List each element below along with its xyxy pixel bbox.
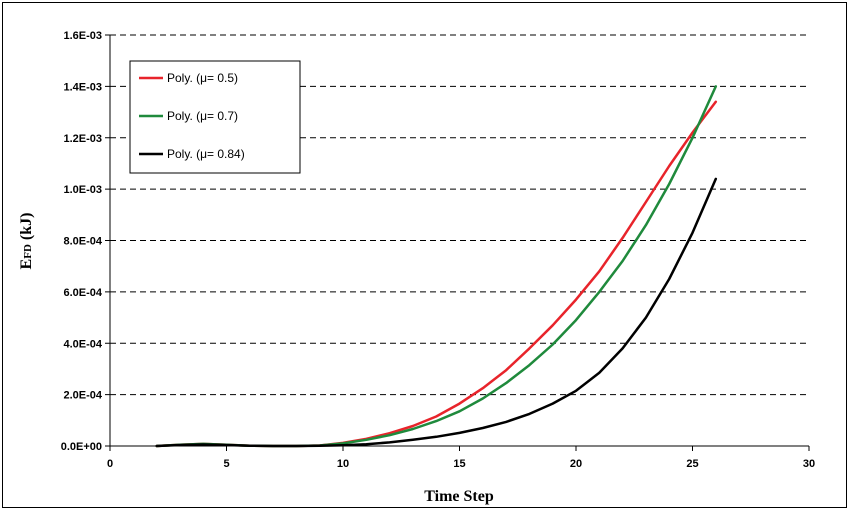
chart: 0 5 10 15 20 25 30 0.0E+00 2.0E-04 4.0E-04 6.0E-0…: [18, 30, 815, 505]
y-axis-title-subscript: FD: [22, 244, 34, 259]
y-axis-title: EFD (kJ): [18, 213, 35, 270]
x-tick-label-5: 25: [686, 458, 698, 470]
y-tick-label-1: 2.0E-04: [63, 390, 102, 402]
legend-label-mu-0-7: Poly. (μ= 0.7): [167, 109, 238, 123]
legend-label-mu-0-84: Poly. (μ= 0.84): [167, 147, 245, 161]
legend: Poly. (μ= 0.5) Poly. (μ= 0.7) Poly. (μ= …: [129, 60, 301, 174]
x-axis-title: Time Step: [424, 488, 494, 505]
y-tick-label-3: 6.0E-04: [63, 287, 102, 299]
y-tick-label-2: 4.0E-04: [63, 338, 102, 350]
x-tick-label-2: 10: [337, 458, 349, 470]
y-axis-title-main: E: [18, 259, 35, 270]
x-tick-label-1: 5: [223, 458, 229, 470]
y-tick-label-0: 0.0E+00: [61, 441, 102, 453]
y-tick-label-4: 8.0E-04: [63, 236, 102, 248]
y-ticks: 0.0E+00 2.0E-04 4.0E-04 6.0E-04 8.0E-04 1.0E-…: [61, 30, 110, 453]
legend-label-mu-0-5: Poly. (μ= 0.5): [167, 71, 238, 85]
x-tick-label-6: 30: [803, 458, 815, 470]
y-tick-label-5: 1.0E-03: [63, 184, 102, 196]
x-tick-label-0: 0: [107, 458, 113, 470]
y-tick-label-8: 1.6E-03: [63, 30, 102, 42]
x-tick-label-4: 20: [570, 458, 582, 470]
x-tick-label-3: 15: [453, 458, 465, 470]
y-axis-title-unit: (kJ): [18, 213, 35, 245]
series-lines: [155, 85, 718, 448]
y-tick-label-6: 1.2E-03: [63, 133, 102, 145]
x-ticks: 0 5 10 15 20 25 30: [107, 446, 815, 470]
y-tick-label-7: 1.4E-03: [63, 81, 102, 93]
series-line-2: [155, 177, 718, 448]
